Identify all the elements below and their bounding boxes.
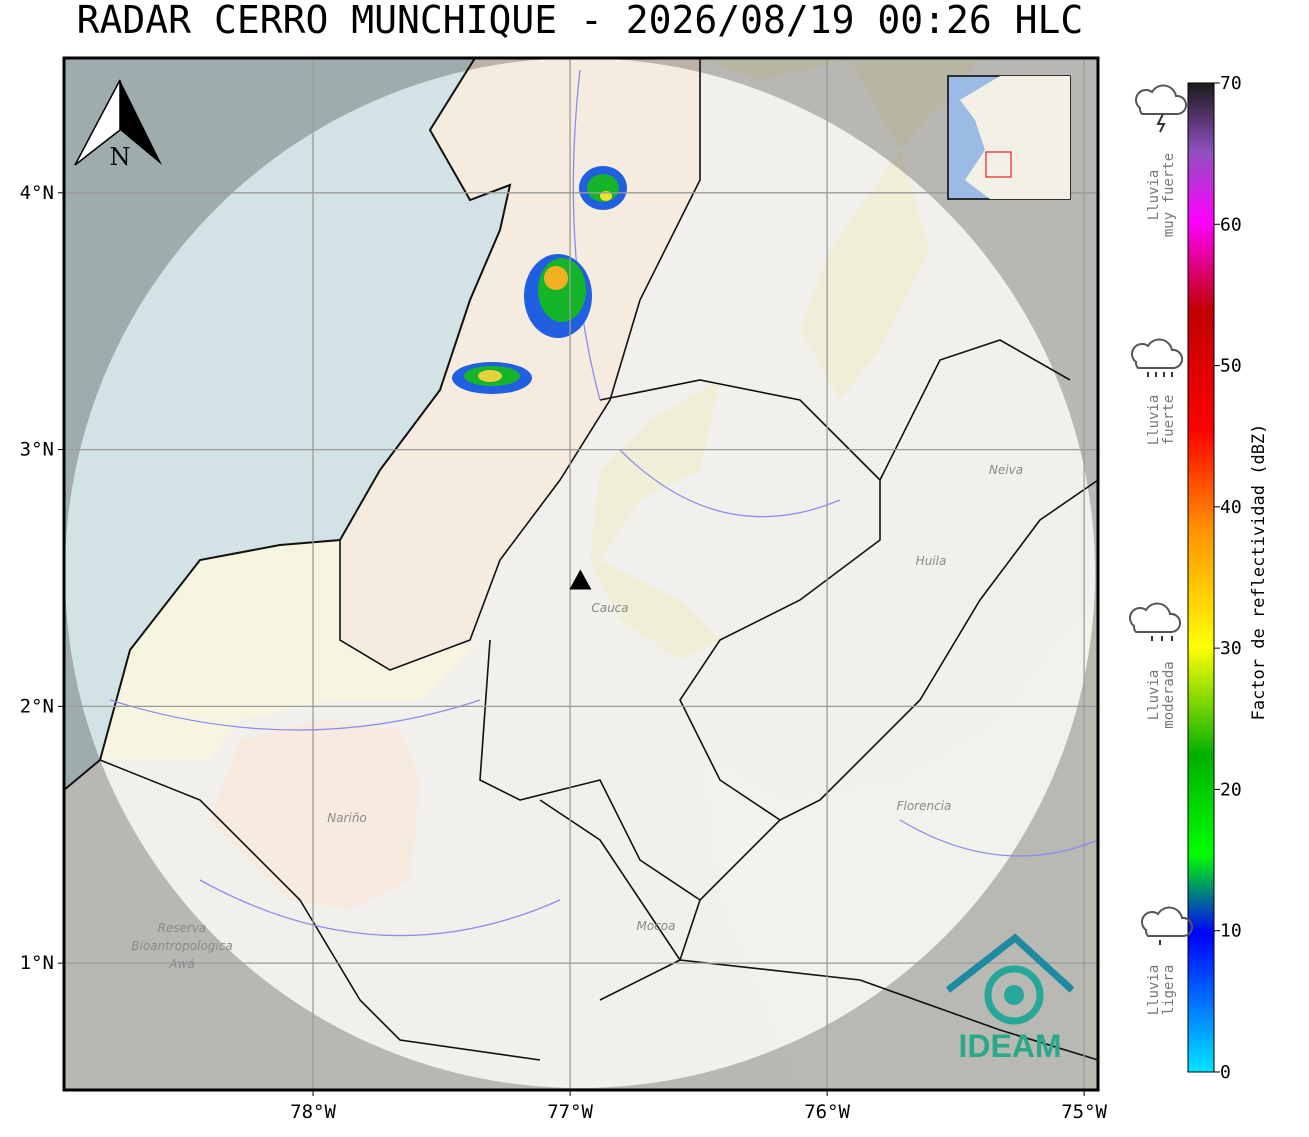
colorbar-tick-label: 60 [1220,214,1242,235]
legend-text: Lluvia [1146,670,1162,721]
radar-site [569,569,592,590]
colorbar-ticks: 0 10 20 30 40 50 60 70 [1214,73,1242,1083]
y-tick-label: 2°N [20,695,54,717]
place-label: Huila [916,554,947,568]
legend-text: fuerte [1161,395,1177,446]
colorbar-tick-label: 30 [1220,638,1242,659]
y-tick-label: 1°N [20,952,54,974]
colorbar-tick-label: 20 [1220,779,1242,800]
y-tick-label: 4°N [20,182,54,204]
legend-text: Lluvia [1146,395,1162,446]
legend-text: Lluvia [1146,170,1162,221]
colorbar-label: Factor de reflectividad (dBZ) [1249,424,1269,721]
colorbar-tick-label: 40 [1220,497,1242,518]
echo [478,370,502,382]
region-choco [340,58,700,670]
x-tick-label: 76°W [804,1101,850,1123]
title: RADAR CERRO MUNCHIQUE - 2026/08/19 00:26… [77,0,1084,42]
legend: Lluvia muy fuerte Lluvia fuerte Lluvia mode… [1129,84,1193,1016]
radar-echoes [452,166,627,394]
north-label: N [110,143,131,171]
x-tick-label: 75°W [1061,1101,1107,1123]
colorbar [1187,82,1215,1073]
y-tick-label: 3°N [20,439,54,461]
place-label: Awá [168,957,194,971]
ideam-logo: IDEAM [945,933,1075,1064]
icon-heavy [1131,338,1183,377]
legend-text: ligera [1161,965,1177,1016]
rivers [109,69,1098,937]
region-lowland [100,540,480,760]
x-tick-label: 78°W [290,1101,336,1123]
icon-moderate [1129,602,1181,641]
place-label: Neiva [989,463,1023,477]
map-frame [62,56,1100,1092]
icon-light [1141,906,1193,945]
place-label: Nariño [327,811,367,825]
grid [64,58,1098,1090]
place-label: Reserva [158,921,207,935]
colorbar-tick-label: 10 [1220,921,1242,942]
legend-text: Lluvia [1146,965,1162,1016]
legend-text: moderada [1161,661,1177,728]
coastline [64,58,512,791]
place-label: Mocoa [637,919,676,933]
region-valley [700,60,980,400]
colorbar-tick-label: 50 [1220,356,1242,377]
map-area: Neiva Huila Nariño Florencia Mocoa Cauca… [64,58,1098,1090]
borders [99,58,1098,1061]
colorbar-tick-label: 70 [1220,73,1242,94]
echo [544,266,568,290]
icon-storm [1135,84,1187,133]
axis-ticks: 78°W 77°W 76°W 75°W 1°N 2°N 3°N 4°N [20,182,1108,1123]
x-tick-label: 77°W [547,1101,593,1123]
compass: N [74,79,162,171]
place-label: Cauca [591,601,628,615]
place-label: Florencia [897,799,952,813]
legend-text: muy fuerte [1161,153,1177,237]
echo [538,258,586,322]
echo [600,191,612,201]
inset-map [947,75,1071,200]
logo-text: IDEAM [958,1028,1061,1064]
place-label: Bioantropologica [131,939,232,953]
region-amazon [700,600,1098,1090]
colorbar-tick-label: 0 [1220,1062,1231,1083]
